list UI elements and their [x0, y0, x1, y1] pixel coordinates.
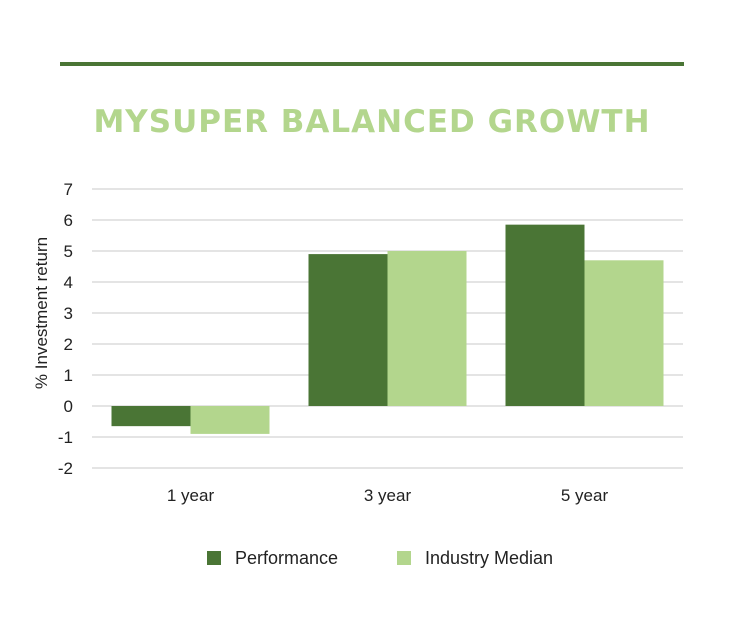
y-axis-label: % Investment return: [32, 237, 51, 389]
legend-label-performance: Performance: [235, 547, 339, 568]
y-tick-label: 0: [64, 397, 73, 416]
y-tick-label: -1: [58, 428, 73, 447]
y-tick-label: 1: [64, 366, 73, 385]
x-tick-label: 1 year: [167, 486, 215, 505]
bar-performance-3-year: [308, 254, 388, 406]
bar-industry-median-5-year: [584, 260, 664, 406]
bar-performance-1-year: [111, 406, 191, 427]
y-tick-labels: -2 -1 0 1 2 3 4 5 6 7: [58, 180, 73, 478]
bars: [111, 224, 664, 434]
y-tick-label: 7: [64, 180, 73, 199]
legend-swatch-performance: [207, 551, 221, 565]
legend-swatch-industry-median: [397, 551, 411, 565]
top-rule: [60, 62, 684, 66]
chart-title: MYSUPER BALANCED GROWTH: [93, 104, 651, 140]
y-tick-label: 5: [64, 242, 73, 261]
y-tick-label: 6: [64, 211, 73, 230]
x-tick-label: 5 year: [561, 486, 609, 505]
legend-item-performance: Performance: [207, 545, 338, 571]
legend: Performance Industry Median: [0, 545, 744, 571]
x-tick-label: 3 year: [364, 486, 412, 505]
y-tick-label: 4: [64, 273, 73, 292]
legend-item-industry-median: Industry Median: [397, 545, 553, 571]
bar-industry-median-3-year: [387, 251, 467, 406]
bar-industry-median-1-year: [190, 406, 270, 434]
y-tick-label: 2: [64, 335, 73, 354]
x-tick-labels: 1 year 3 year 5 year: [167, 486, 609, 505]
legend-label-industry-median: Industry Median: [425, 547, 554, 568]
bar-performance-5-year: [505, 224, 585, 406]
y-tick-label: 3: [64, 304, 73, 323]
y-tick-label: -2: [58, 459, 73, 478]
